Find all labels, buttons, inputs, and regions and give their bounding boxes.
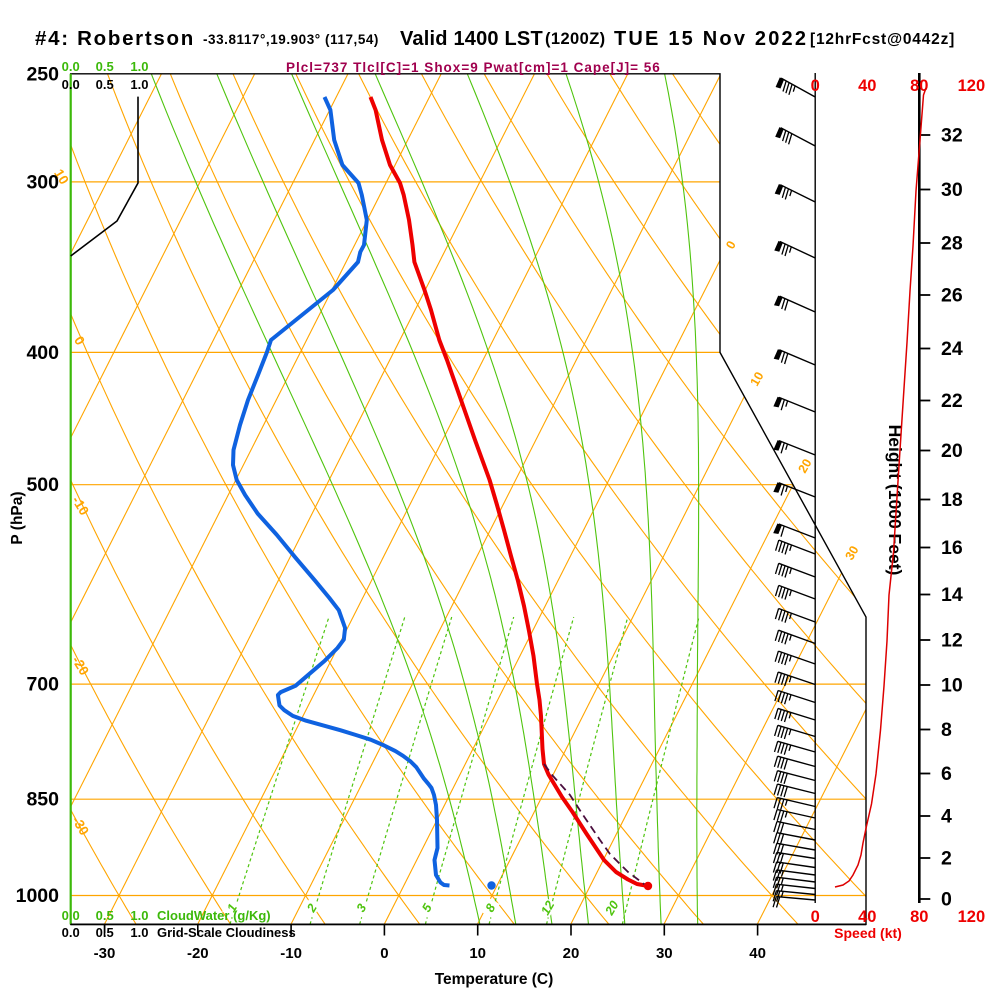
svg-text:20: 20 (795, 456, 814, 475)
svg-text:0.5: 0.5 (96, 908, 114, 923)
svg-text:300: 300 (26, 171, 59, 193)
svg-text:Grid-Scale Cloudiness: Grid-Scale Cloudiness (157, 925, 296, 940)
svg-text:18: 18 (941, 489, 963, 511)
svg-text:10: 10 (747, 369, 766, 388)
svg-text:0.5: 0.5 (96, 77, 114, 92)
svg-text:0.5: 0.5 (96, 59, 114, 74)
svg-text:0.0: 0.0 (62, 908, 80, 923)
svg-text:0: 0 (811, 908, 820, 926)
svg-text:40: 40 (858, 77, 876, 95)
svg-text:120: 120 (958, 908, 986, 926)
svg-text:80: 80 (910, 77, 928, 95)
svg-text:22: 22 (941, 390, 963, 412)
svg-text:24: 24 (941, 338, 963, 360)
svg-text:0.0: 0.0 (62, 925, 80, 940)
svg-text:10: 10 (941, 675, 963, 697)
svg-text:0: 0 (380, 945, 388, 962)
svg-text:12: 12 (941, 630, 963, 652)
svg-text:4: 4 (941, 806, 952, 828)
svg-text:(1200Z): (1200Z) (545, 30, 606, 48)
svg-text:Temperature (C): Temperature (C) (435, 971, 554, 988)
svg-text:28: 28 (941, 233, 963, 255)
svg-text:40: 40 (749, 945, 766, 962)
svg-text:850: 850 (26, 789, 59, 811)
svg-text:400: 400 (26, 342, 59, 364)
svg-text:Speed (kt): Speed (kt) (834, 925, 902, 941)
svg-text:1.0: 1.0 (130, 908, 148, 923)
svg-text:Height (1000 Feet): Height (1000 Feet) (885, 425, 905, 576)
svg-text:#4: Robertson: #4: Robertson (35, 27, 195, 50)
svg-text:40: 40 (858, 908, 876, 926)
svg-text:0: 0 (811, 77, 820, 95)
svg-text:10: 10 (469, 945, 486, 962)
svg-text:16: 16 (941, 537, 963, 559)
svg-text:Plcl=737 Tlcl[C]=1 Shox=9 Pwat: Plcl=737 Tlcl[C]=1 Shox=9 Pwat[cm]=1 Cap… (286, 60, 661, 75)
svg-text:14: 14 (941, 584, 963, 606)
svg-text:20: 20 (941, 440, 963, 462)
svg-text:10: 10 (51, 166, 72, 187)
svg-text:2: 2 (941, 848, 952, 870)
svg-text:500: 500 (26, 474, 59, 496)
svg-text:0.0: 0.0 (62, 59, 80, 74)
svg-text:30: 30 (656, 945, 673, 962)
svg-text:1000: 1000 (16, 885, 60, 907)
svg-text:30: 30 (842, 543, 861, 562)
svg-text:1.0: 1.0 (130, 925, 148, 940)
svg-text:0: 0 (941, 889, 952, 911)
svg-text:0.0: 0.0 (62, 77, 80, 92)
svg-text:1.0: 1.0 (130, 59, 148, 74)
svg-text:8: 8 (941, 719, 952, 741)
svg-text:20: 20 (602, 898, 622, 918)
svg-text:32: 32 (941, 125, 963, 147)
svg-text:Valid 1400 LST: Valid 1400 LST (400, 28, 543, 50)
svg-text:-33.8117°,19.903° (117,54): -33.8117°,19.903° (117,54) (203, 32, 379, 47)
svg-text:12: 12 (538, 898, 557, 917)
svg-text:P (hPa): P (hPa) (9, 491, 26, 544)
svg-text:6: 6 (941, 763, 952, 785)
svg-text:1.0: 1.0 (130, 77, 148, 92)
svg-text:700: 700 (26, 674, 59, 696)
svg-text:[12hrFcst@0442z]: [12hrFcst@0442z] (810, 31, 955, 48)
svg-text:-30: -30 (94, 945, 116, 962)
svg-text:20: 20 (563, 945, 580, 962)
svg-text:250: 250 (26, 63, 59, 85)
svg-text:TUE 15 Nov 2022: TUE 15 Nov 2022 (614, 28, 808, 50)
svg-text:80: 80 (910, 908, 928, 926)
svg-text:CloudWater (g/Kg): CloudWater (g/Kg) (157, 908, 271, 923)
svg-text:30: 30 (941, 179, 963, 201)
svg-text:-10: -10 (280, 945, 302, 962)
svg-text:-20: -20 (187, 945, 209, 962)
svg-text:120: 120 (958, 77, 986, 95)
svg-text:26: 26 (941, 285, 963, 307)
